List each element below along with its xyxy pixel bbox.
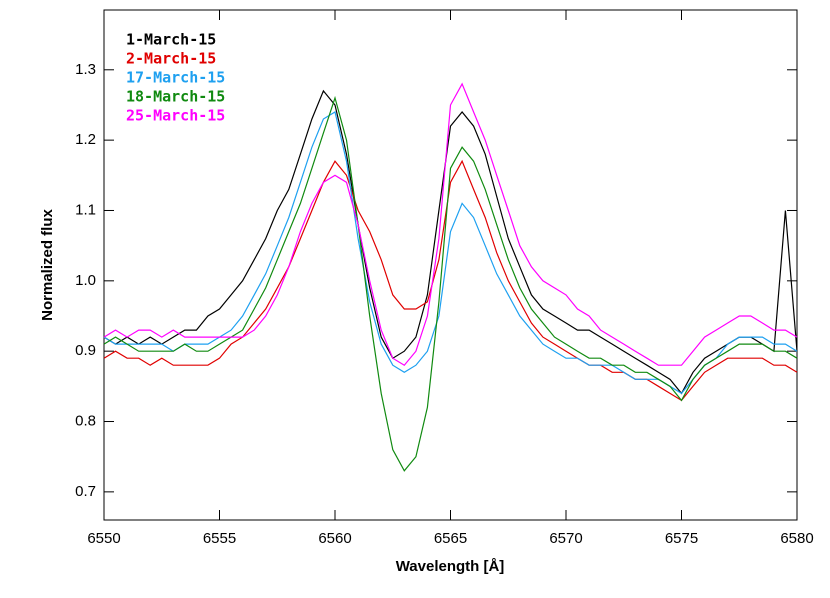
legend-label: 2-March-15 xyxy=(126,50,216,68)
y-tick-label: 1.2 xyxy=(75,131,96,148)
x-tick-label: 6565 xyxy=(434,530,467,547)
y-tick-label: 0.7 xyxy=(75,483,96,500)
spectrum-line xyxy=(103,159,798,402)
y-tick-label: 1.0 xyxy=(75,272,96,289)
x-tick-label: 6580 xyxy=(780,530,813,547)
x-tick-label: 6555 xyxy=(203,530,236,547)
legend-label: 18-March-15 xyxy=(126,88,225,106)
y-tick-label: 1.3 xyxy=(75,61,96,78)
legend-label: 1-March-15 xyxy=(126,31,216,49)
y-tick-label: 0.9 xyxy=(75,342,96,359)
x-tick-label: 6560 xyxy=(318,530,351,547)
x-tick-label: 6575 xyxy=(665,530,698,547)
plot-frame xyxy=(103,9,798,521)
y-tick-label: 1.1 xyxy=(75,201,96,218)
spectrum-line xyxy=(103,89,798,395)
spectrum-line xyxy=(103,95,798,472)
y-tick-label: 0.8 xyxy=(75,412,96,429)
y-axis-label: Normalized flux xyxy=(39,208,56,320)
spectrum-line xyxy=(103,82,798,366)
x-tick-label: 6570 xyxy=(549,530,582,547)
x-tick-label: 6550 xyxy=(87,530,120,547)
legend-label: 17-March-15 xyxy=(126,69,225,87)
x-axis-label: Wavelength [Å] xyxy=(396,558,505,575)
legend-label: 25-March-15 xyxy=(126,107,225,125)
